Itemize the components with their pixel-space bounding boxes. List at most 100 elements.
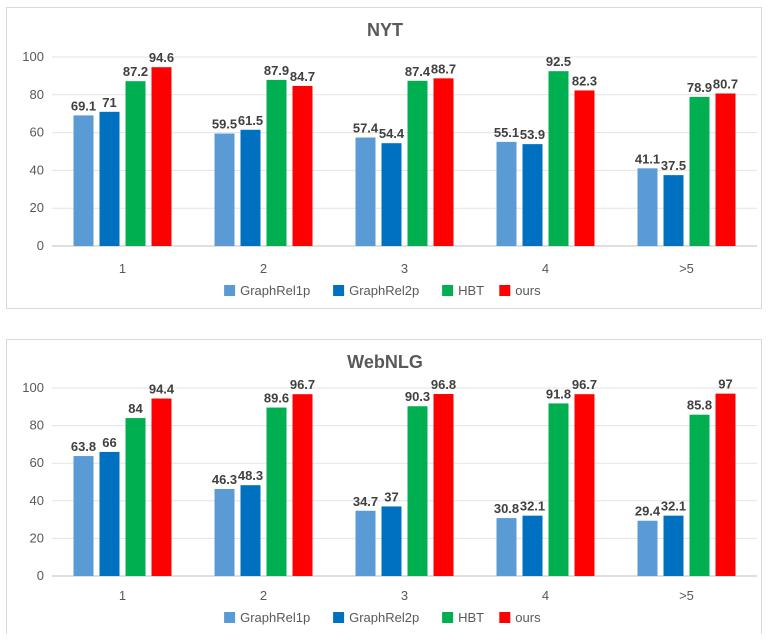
- bar-graphrel2p: [99, 451, 120, 576]
- legend-swatch: [333, 285, 345, 296]
- data-label: 82.3: [572, 73, 597, 88]
- data-label: 94.4: [149, 382, 175, 397]
- data-label: 55.1: [494, 125, 519, 140]
- data-label: 96.7: [572, 377, 597, 392]
- data-label: 37: [384, 489, 398, 504]
- bar-ours: [292, 85, 313, 247]
- bar-graphrel1p: [214, 488, 235, 576]
- x-tick-label: >5: [679, 261, 694, 276]
- bar-graphrel1p: [214, 133, 235, 246]
- data-label: 32.1: [661, 499, 686, 514]
- data-label: 37.5: [661, 158, 686, 173]
- legend-label: GraphRel1p: [240, 610, 310, 625]
- bar-graphrel1p: [637, 520, 658, 576]
- data-label: 90.3: [405, 389, 430, 404]
- legend-label: GraphRel2p: [349, 610, 419, 625]
- bar-graphrel1p: [355, 137, 376, 246]
- bar-graphrel2p: [99, 111, 120, 246]
- bar-graphrel2p: [663, 515, 684, 576]
- nyt-chart-panel: NYT 0 20 40 60 80 100 69.1 71 87.2 94.6 1 59.5 61.5 87…: [6, 7, 762, 309]
- data-label: 48.3: [238, 468, 263, 483]
- legend: GraphRel1p GraphRel2p HBT ours: [224, 283, 541, 298]
- data-label: 91.8: [546, 386, 571, 401]
- legend-swatch: [442, 285, 454, 296]
- data-label: 69.1: [71, 98, 96, 113]
- data-label: 66: [102, 435, 116, 450]
- bar-graphrel1p: [496, 518, 517, 576]
- data-label: 92.5: [546, 54, 571, 69]
- y-tick-label: 60: [30, 455, 44, 470]
- webnlg-chart: WebNLG 0 20 40 60 80 100 63.8 66 84 94.4 1 46.3 48.3 8…: [22, 352, 757, 625]
- x-tick-label: 4: [542, 261, 549, 276]
- x-tick-label: 3: [401, 588, 408, 603]
- legend-label: HBT: [458, 283, 484, 298]
- bar-graphrel2p: [240, 129, 261, 246]
- data-label: 96.7: [290, 377, 315, 392]
- data-label: 87.4: [405, 64, 431, 79]
- data-label: 32.1: [520, 499, 545, 514]
- data-label: 54.4: [379, 126, 405, 141]
- bar-ours: [574, 90, 595, 246]
- chart-title: WebNLG: [347, 352, 423, 372]
- x-tick-label: 1: [119, 588, 126, 603]
- data-label: 59.5: [212, 117, 237, 132]
- bar-ours: [433, 78, 454, 247]
- legend-swatch: [333, 612, 345, 623]
- data-label: 34.7: [353, 494, 378, 509]
- bar-hbt: [125, 81, 146, 246]
- bar-ours: [151, 398, 172, 576]
- bar-ours: [292, 394, 313, 576]
- y-tick-label: 100: [22, 49, 44, 64]
- data-label: 30.8: [494, 501, 519, 516]
- y-tick-label: 80: [30, 418, 44, 433]
- data-label: 41.1: [635, 151, 660, 166]
- bar-hbt: [266, 79, 287, 246]
- bar-graphrel1p: [73, 456, 94, 576]
- data-label: 63.8: [71, 439, 96, 454]
- bar-hbt: [407, 80, 428, 247]
- data-label: 84: [128, 401, 143, 416]
- data-label: 84.7: [290, 69, 315, 84]
- bar-graphrel2p: [663, 175, 684, 246]
- x-tick-label: 2: [260, 588, 267, 603]
- webnlg-chart-panel: WebNLG 0 20 40 60 80 100 63.8 66 84 94.4 1 46.3 48.3 8…: [6, 339, 762, 634]
- x-tick-label: 3: [401, 261, 408, 276]
- bar-graphrel2p: [522, 515, 543, 576]
- legend-label: ours: [515, 283, 541, 298]
- legend-label: ours: [515, 610, 541, 625]
- legend-label: GraphRel2p: [349, 283, 419, 298]
- bar-hbt: [266, 407, 287, 576]
- data-label: 87.9: [264, 63, 289, 78]
- x-tick-label: 1: [119, 261, 126, 276]
- data-label: 53.9: [520, 127, 545, 142]
- data-label: 78.9: [687, 80, 712, 95]
- x-tick-label: 2: [260, 261, 267, 276]
- bar-graphrel2p: [381, 143, 402, 246]
- y-tick-label: 80: [30, 87, 44, 102]
- bar-hbt: [689, 414, 710, 576]
- bar-ours: [574, 394, 595, 576]
- data-label: 87.2: [123, 64, 148, 79]
- bar-hbt: [548, 71, 569, 246]
- bar-graphrel2p: [522, 144, 543, 246]
- y-tick-label: 40: [30, 162, 44, 177]
- bar-hbt: [689, 96, 710, 246]
- data-label: 80.7: [713, 76, 738, 91]
- bar-graphrel1p: [637, 168, 658, 246]
- data-label: 61.5: [238, 113, 263, 128]
- y-tick-label: 60: [30, 125, 44, 140]
- data-label: 94.6: [149, 50, 174, 65]
- x-tick-label: >5: [679, 588, 694, 603]
- data-label: 46.3: [212, 472, 237, 487]
- legend-label: GraphRel1p: [240, 283, 310, 298]
- bar-graphrel1p: [496, 141, 517, 246]
- data-label: 89.6: [264, 391, 289, 406]
- y-tick-label: 0: [37, 238, 44, 253]
- data-label: 71: [102, 95, 116, 110]
- nyt-chart: NYT 0 20 40 60 80 100 69.1 71 87.294.6 1 59.5 61.5 87…: [22, 20, 757, 298]
- bar-ours: [715, 393, 736, 576]
- bar-hbt: [407, 406, 428, 576]
- data-label: 96.8: [431, 377, 456, 392]
- legend-swatch: [499, 285, 511, 296]
- bar-ours: [151, 67, 172, 247]
